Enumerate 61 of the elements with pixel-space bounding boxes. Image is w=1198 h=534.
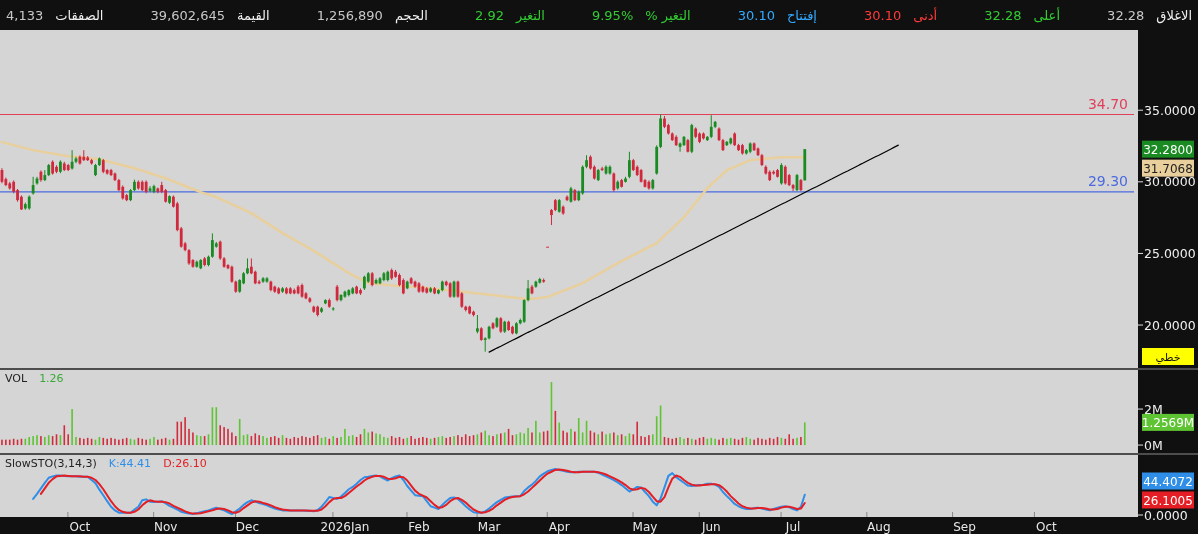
text: 32.2800 <box>1143 142 1193 157</box>
text: 1.2569M <box>1141 415 1195 430</box>
x-tick-label: Oct <box>1036 520 1058 534</box>
chart-title: SlowSTO(3,14,3) <box>5 457 97 470</box>
annotation: 1.26 <box>39 372 64 385</box>
text: 30.10 <box>737 7 775 23</box>
x-tick-label: Dec <box>235 520 260 534</box>
candlestick <box>783 164 787 186</box>
y-tick-label: 20.0000 <box>1144 317 1196 333</box>
x-tick-label: Mar <box>477 520 501 534</box>
text: 39,602,645 <box>150 7 226 23</box>
text: التغير % <box>645 7 691 23</box>
text: القيمة <box>237 7 270 23</box>
y-tick-label: 0M <box>1144 437 1163 453</box>
x-tick-label: Feb <box>408 520 430 534</box>
ref-line-label: 29.30 <box>1087 172 1128 189</box>
line-series <box>488 144 899 353</box>
candlestick <box>211 232 214 259</box>
text: 32.28 <box>1107 7 1145 23</box>
y-tick-label: 35.0000 <box>1144 102 1196 118</box>
text: 0.0000 <box>1144 507 1188 523</box>
x-tick-label: Aug <box>867 520 891 534</box>
ref-line-label: 34.70 <box>1087 95 1128 112</box>
text: 1,256,890 <box>316 7 383 23</box>
text: الصفقات <box>55 7 104 23</box>
text: التغير <box>515 7 545 23</box>
candlestick <box>600 166 604 172</box>
text: 30.10 <box>864 7 902 23</box>
x-tick-label: Sep <box>953 520 976 534</box>
candlestick <box>628 151 631 179</box>
candlestick <box>31 176 35 196</box>
x-tick-label: Jul <box>784 520 801 534</box>
series-label: K:44.41 <box>108 457 152 470</box>
chart-title: VOL <box>5 372 28 385</box>
y-tick-label: 25.0000 <box>1144 245 1196 261</box>
text: 2.92 <box>475 7 504 23</box>
text: 31.7068 <box>1143 161 1193 176</box>
x-tick-label: 2026Jan <box>320 520 370 534</box>
text: الحجم <box>394 7 428 23</box>
text: إفتتاح <box>786 7 817 23</box>
y-tick-label: 2M <box>1144 401 1163 417</box>
x-tick-label: May <box>632 520 658 534</box>
candlestick <box>709 114 713 139</box>
candlestick <box>476 314 479 334</box>
text: 9.95% <box>591 7 634 23</box>
candlestick <box>612 172 616 193</box>
text: 26.1005 <box>1143 493 1193 508</box>
candlestick <box>780 162 783 186</box>
text: 44.4072 <box>1143 474 1193 489</box>
x-tick-label: Apr <box>548 520 570 534</box>
text: D:26.10 <box>163 457 207 470</box>
x-tick-label: Oct <box>69 520 91 534</box>
x-tick-label: Jun <box>700 520 721 534</box>
text: أعلى <box>1033 7 1060 23</box>
text: خطي <box>1155 351 1181 364</box>
y-tick-label: 30.0000 <box>1144 174 1196 190</box>
text: الاغلاق <box>1156 7 1192 23</box>
text: أدنى <box>913 7 938 23</box>
text: 32.28 <box>984 7 1022 23</box>
x-tick-label: Nov <box>153 520 178 534</box>
text: 4,133 <box>6 7 44 23</box>
